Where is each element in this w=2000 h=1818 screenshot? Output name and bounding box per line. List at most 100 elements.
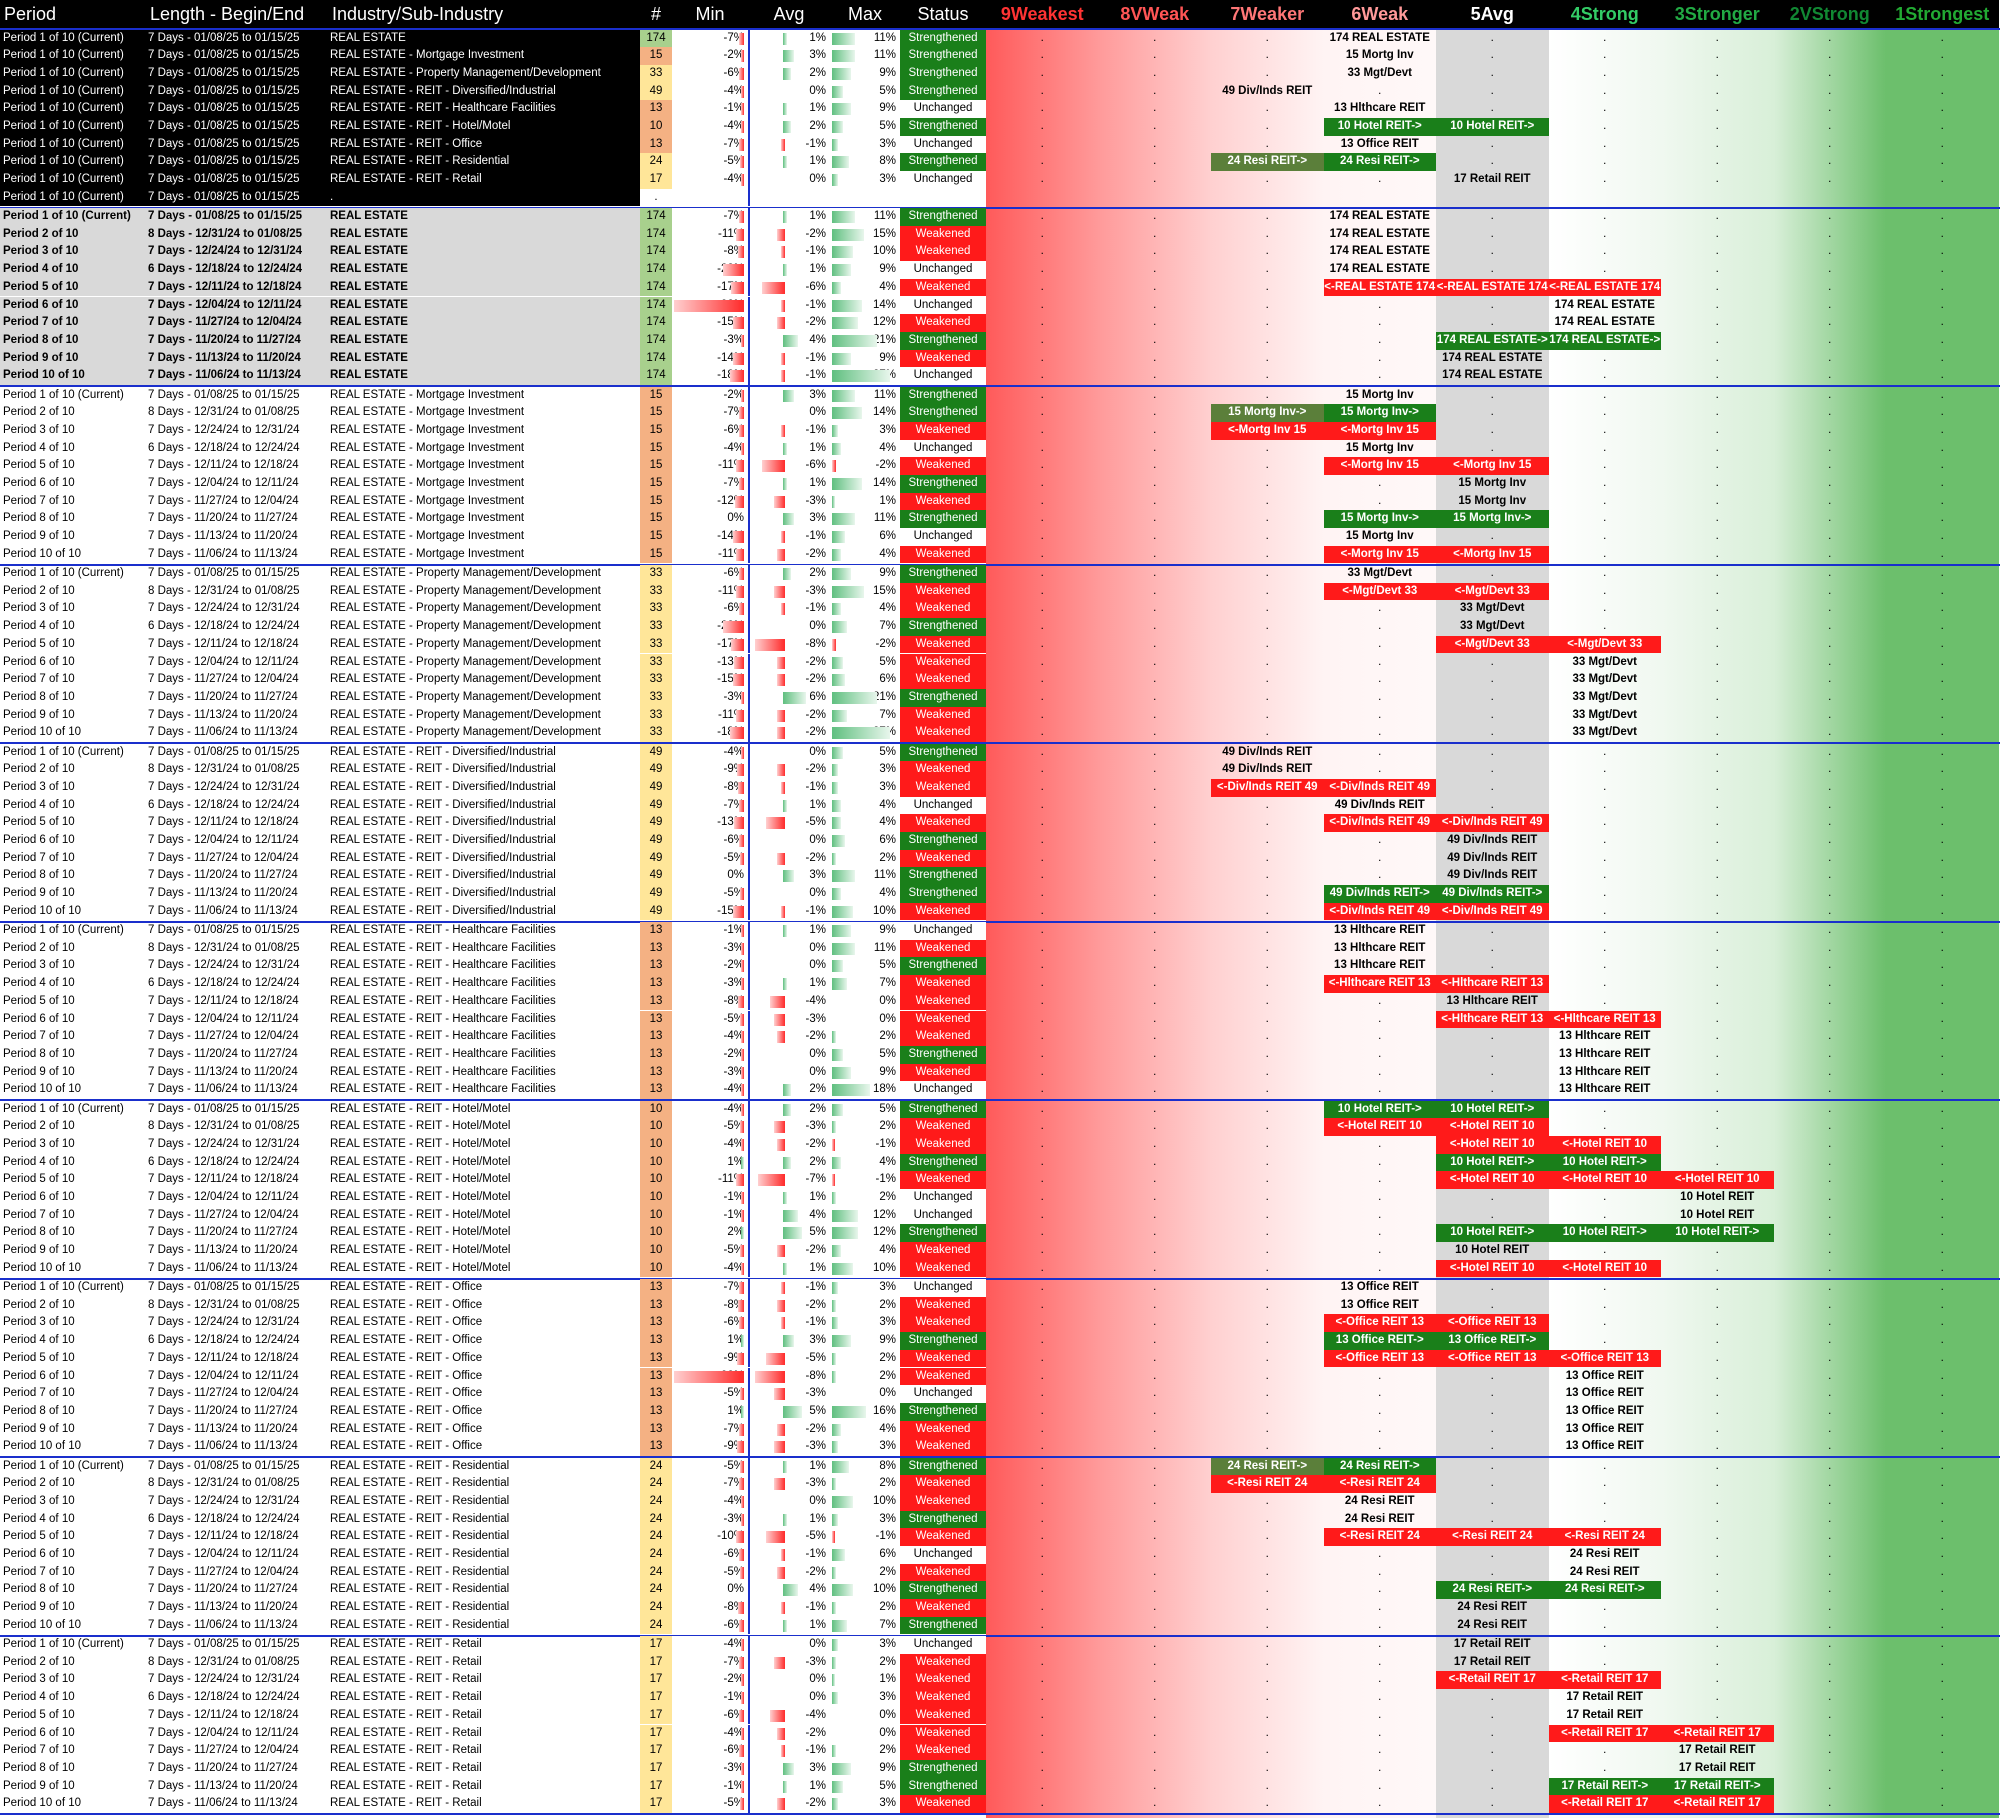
count-cell: 15 <box>640 492 672 511</box>
industry-cell: REAL ESTATE - Mortgage Investment <box>330 406 525 419</box>
length-cell: 7 Days - 12/04/24 to 12/11/24 <box>148 1012 299 1025</box>
min-cell: -7% <box>672 1653 748 1672</box>
level-placeholder: . <box>1040 1548 1044 1560</box>
length-cell: 8 Days - 12/31/24 to 01/08/25 <box>148 1120 300 1133</box>
avg-bar <box>781 1602 785 1615</box>
max-cell: 4% <box>830 1153 900 1172</box>
level-placeholder: . <box>1040 1797 1044 1810</box>
length-cell: 8 Days - 12/31/24 to 01/08/25 <box>148 763 300 776</box>
status-badge: Weakened <box>900 902 986 921</box>
max-cell: 7% <box>830 706 900 725</box>
period-cell: Period 1 of 10 (Current) <box>3 1459 124 1472</box>
level-placeholder: . <box>1940 834 1944 846</box>
min-bar <box>735 709 744 722</box>
period-cell: Period 7 of 10 <box>3 494 75 507</box>
level-placeholder: . <box>1490 1298 1494 1311</box>
level-placeholder: . <box>1715 1494 1719 1507</box>
min-cell: -5% <box>672 1385 748 1403</box>
min-cell: -1% <box>672 922 748 940</box>
max-cell: 11% <box>830 867 900 886</box>
status-badge: Weakened <box>900 724 986 742</box>
max-cell: 4% <box>830 1242 900 1260</box>
status-badge: Strengthened <box>900 64 986 83</box>
max-cell: 10% <box>830 1492 900 1511</box>
level-placeholder: . <box>1040 1708 1044 1721</box>
level-label: <-Retail REIT 17 <box>1548 1671 1661 1690</box>
level-label: 174 REAL ESTATE-> <box>1548 331 1661 350</box>
level-placeholder: . <box>1603 459 1607 472</box>
level-placeholder: . <box>1378 1601 1382 1614</box>
level-placeholder: . <box>1153 333 1157 346</box>
avg-cell: -1% <box>748 528 830 546</box>
min-bar <box>741 389 744 402</box>
length-cell: 7 Days - 11/27/24 to 12/04/24 <box>148 1387 299 1400</box>
level-placeholder: . <box>1378 1208 1382 1221</box>
level-placeholder: . <box>1265 1530 1269 1543</box>
level-label: 13 Office REIT <box>1565 1387 1644 1400</box>
industry-cell: REAL ESTATE - REIT - Retail <box>328 171 640 189</box>
industry-cell: REAL ESTATE - REIT - Office <box>328 135 640 154</box>
status-badge: Weakened <box>900 1296 986 1315</box>
max-bar <box>832 548 841 561</box>
min-bar <box>740 1121 744 1134</box>
header-level-8: 2VStrong <box>1773 0 1886 28</box>
level-placeholder: . <box>1153 1173 1157 1186</box>
level-label: <-Resi REIT 24 <box>1323 1475 1436 1493</box>
level-placeholder: . <box>1040 477 1044 489</box>
count-cell: 13 <box>640 100 672 118</box>
level-placeholder: . <box>1153 816 1157 829</box>
level-placeholder: . <box>1828 1012 1832 1025</box>
period-cell: Period 4 of 10 <box>3 1691 75 1704</box>
level-placeholder: . <box>1378 851 1382 864</box>
min-cell: -3% <box>672 939 748 958</box>
min-cell: 1% <box>672 1153 748 1172</box>
level-placeholder: . <box>1603 1281 1607 1293</box>
level-label: 13 Hlthcare REIT <box>1559 1030 1651 1043</box>
min-cell: -11% <box>672 1171 748 1189</box>
avg-cell: 1% <box>748 1510 830 1529</box>
industry-cell: REAL ESTATE - REIT - Healthcare Faciliti… <box>330 994 556 1007</box>
max-cell: 2% <box>830 1349 900 1368</box>
level-placeholder: . <box>1040 1065 1044 1078</box>
min-bar <box>737 995 744 1008</box>
max-cell: 14% <box>830 475 900 493</box>
status-badge: Weakened <box>900 849 986 868</box>
level-placeholder: . <box>1490 1744 1494 1757</box>
status-badge: Weakened <box>900 1259 986 1278</box>
level-placeholder: . <box>1040 763 1044 776</box>
level-placeholder: . <box>1378 1244 1382 1257</box>
min-cell: -6% <box>672 64 748 83</box>
industry-cell: REAL ESTATE - REIT - Healthcare Faciliti… <box>328 100 640 118</box>
section-separator <box>0 1634 2000 1637</box>
level-placeholder: . <box>1040 887 1044 900</box>
avg-cell: 5% <box>748 1224 830 1243</box>
level-placeholder: . <box>1940 1281 1944 1293</box>
status-badge: Strengthened <box>900 867 986 886</box>
level-placeholder: . <box>1153 298 1157 311</box>
min-bar <box>732 905 744 918</box>
industry-cell: REAL ESTATE - REIT - Healthcare Faciliti… <box>330 941 556 954</box>
level-placeholder: . <box>1265 1244 1269 1257</box>
max-bar <box>832 1762 852 1775</box>
max-cell: 3% <box>830 778 900 797</box>
level-placeholder: . <box>1940 210 1944 222</box>
max-bar <box>832 746 843 759</box>
level-placeholder: . <box>1153 584 1157 597</box>
max-bar <box>832 691 877 704</box>
period-cell: Period 8 of 10 <box>3 1226 75 1239</box>
status-badge: Weakened <box>900 492 986 511</box>
max-bar <box>832 817 841 830</box>
period-cell: Period 6 of 10 <box>3 1726 75 1739</box>
level-label: 15 Mortg Inv <box>1345 388 1414 401</box>
level-placeholder: . <box>1940 1494 1944 1507</box>
length-cell: 7 Days - 01/08/25 to 01/15/25 <box>148 1281 300 1293</box>
level-placeholder: . <box>1940 690 1944 703</box>
level-placeholder: . <box>1040 84 1044 97</box>
level-placeholder: . <box>1040 1261 1044 1274</box>
level-placeholder: . <box>1153 1137 1157 1150</box>
level-label: 49 Div/Inds REIT <box>1447 834 1538 846</box>
max-cell: 7% <box>830 618 900 636</box>
max-cell: 6% <box>830 832 900 850</box>
level-placeholder: . <box>1940 1477 1944 1490</box>
industry-cell: REAL ESTATE <box>328 331 640 350</box>
